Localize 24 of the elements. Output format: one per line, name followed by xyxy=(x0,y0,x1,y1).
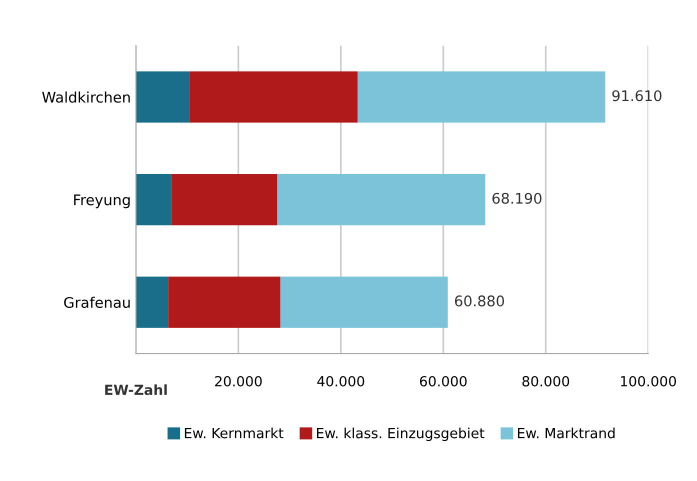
bar xyxy=(280,276,448,328)
total-label: 60.880 xyxy=(454,295,504,306)
y-tick-label: Freyung xyxy=(74,194,130,208)
bar xyxy=(171,174,278,226)
bar xyxy=(277,174,486,226)
legend-label: Ew. Kernmarkt xyxy=(184,428,284,438)
total-label: 68.190 xyxy=(492,192,542,204)
bar xyxy=(168,276,280,328)
x-axis-title: EW-Zahl xyxy=(105,384,167,396)
x-tick-label: 40.000 xyxy=(317,376,364,387)
bar xyxy=(136,174,172,226)
x-tick-label: 20.000 xyxy=(215,376,262,387)
x-tick-label: 100.000 xyxy=(621,376,676,387)
bar xyxy=(189,71,358,123)
legend-label: Ew. klass. Einzugsgebiet xyxy=(317,428,484,442)
bar xyxy=(136,71,190,123)
bar xyxy=(358,71,606,123)
legend-label: Ew. Marktrand xyxy=(518,428,615,438)
x-tick-label: 80.000 xyxy=(522,376,570,387)
bar xyxy=(136,276,168,328)
y-tick-label: Grafenau xyxy=(64,296,130,308)
x-tick-label: 60.000 xyxy=(420,376,467,387)
total-label: 91.610 xyxy=(612,90,662,102)
y-tick-label: Waldkirchen xyxy=(42,91,130,103)
